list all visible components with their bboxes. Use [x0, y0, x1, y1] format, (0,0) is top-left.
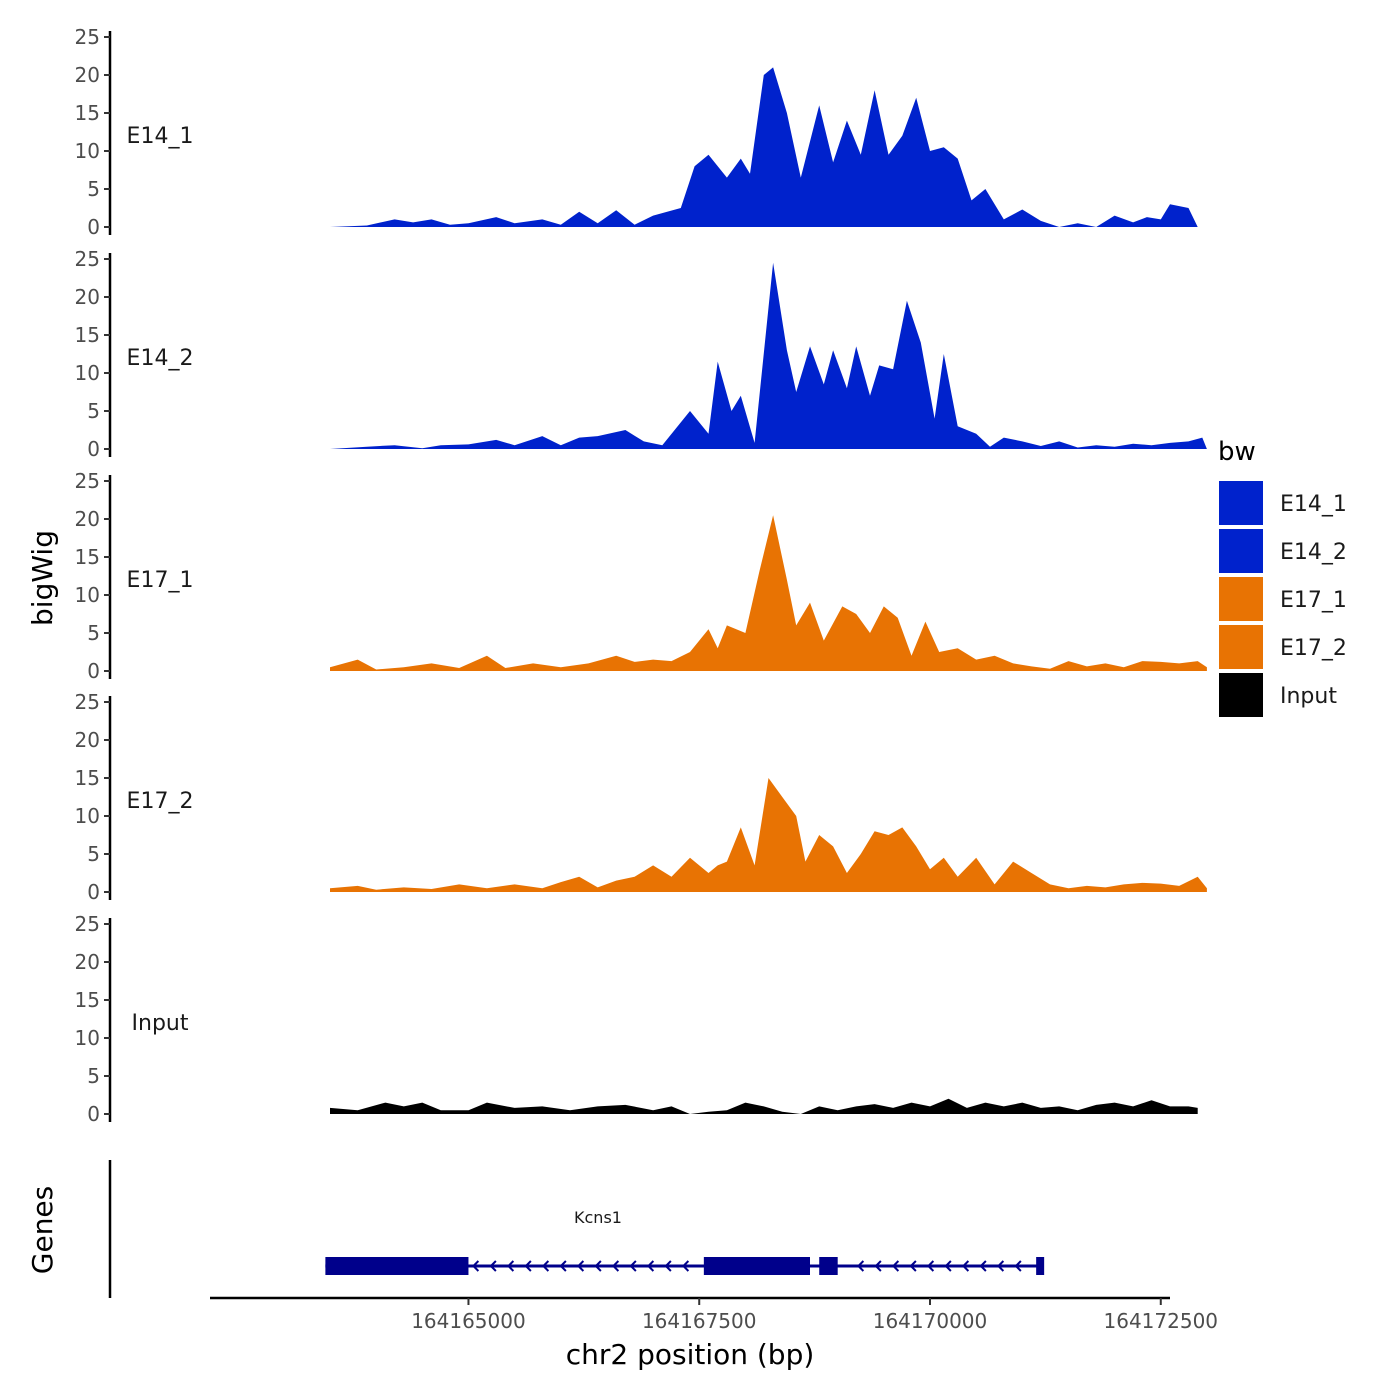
strand-arrow [926, 1260, 935, 1272]
y-tick-label: 0 [87, 437, 100, 461]
track-E14_1: 0 5 10 15 20 25 E14_1 [75, 25, 1198, 239]
y-tick-label: 5 [87, 621, 100, 645]
y-tick-label: 5 [87, 1064, 100, 1088]
x-tick-label: 164170000 [873, 1309, 988, 1333]
track-label: Input [132, 1011, 189, 1036]
gene-exon [325, 1257, 469, 1275]
y-tick-label: 20 [75, 507, 100, 531]
y-tick-label: 0 [87, 215, 100, 239]
track-E17_2: 0 5 10 15 20 25 E17_2 [75, 690, 1207, 904]
legend-swatch-E17_2 [1217, 623, 1265, 671]
y-tick-label: 25 [75, 690, 100, 714]
y-tick-label: 20 [75, 950, 100, 974]
y-tick-label: 20 [75, 285, 100, 309]
strand-arrow [489, 1260, 497, 1272]
strand-arrow [874, 1260, 882, 1272]
strand-arrow [594, 1260, 602, 1272]
track-label: E14_2 [127, 346, 194, 371]
y-tick-label: 15 [75, 101, 100, 125]
y-tick-label: 15 [75, 988, 100, 1012]
signal-area-E17_1 [330, 515, 1207, 671]
track-E14_2: 0 5 10 15 20 25 E14_2 [75, 247, 1207, 461]
legend: bw E14_1 E14_2 E17_1 E17_2 Input [1217, 437, 1347, 719]
signal-area-E14_2 [330, 262, 1207, 449]
y-tick-label: 10 [75, 361, 100, 385]
y-tick-label: 20 [75, 728, 100, 752]
x-tick-label: 164167500 [642, 1309, 757, 1333]
strand-arrow [524, 1260, 532, 1272]
gene-exon [1036, 1257, 1045, 1275]
genes-panel-title: Genes [26, 1186, 59, 1274]
signal-tracks: 0 5 10 15 20 25 E14_1 0 5 10 15 20 25 E14_2 0 5 10 15 20 25… [75, 25, 1207, 1126]
strand-arrow [909, 1260, 917, 1272]
legend-swatch-E14_1 [1217, 479, 1265, 527]
legend-label-E17_1: E17_1 [1280, 588, 1347, 613]
y-axis-title: bigWig [26, 530, 59, 626]
track-label: E17_1 [127, 568, 194, 593]
strand-arrow [646, 1260, 655, 1272]
track-label: E14_1 [127, 124, 194, 149]
y-tick-label: 25 [75, 469, 100, 493]
legend-swatch-Input [1217, 671, 1265, 719]
y-tick-label: 0 [87, 880, 100, 904]
legend-label-E14_2: E14_2 [1280, 540, 1347, 565]
gene-Kcns1: Kcns1 [325, 1208, 1045, 1275]
legend-title: bw [1218, 437, 1256, 467]
strand-arrow [856, 1260, 865, 1272]
gene-exon [703, 1257, 810, 1275]
strand-arrow [629, 1260, 637, 1272]
track-Input: 0 5 10 15 20 25 Input [75, 912, 1198, 1126]
signal-area-Input [330, 1098, 1198, 1114]
strand-arrow [611, 1260, 620, 1272]
y-tick-label: 20 [75, 63, 100, 87]
strand-arrow [506, 1260, 515, 1272]
y-tick-label: 25 [75, 912, 100, 936]
x-axis: 164165000 164167500 164170000 164172500 [210, 1296, 1219, 1333]
strand-arrow [541, 1260, 550, 1272]
strand-arrow [664, 1260, 672, 1272]
strand-arrow [979, 1260, 987, 1272]
strand-arrow [961, 1260, 970, 1272]
strand-arrow [1014, 1260, 1022, 1272]
gene-name-label: Kcns1 [574, 1208, 622, 1227]
signal-area-E17_2 [330, 778, 1207, 892]
strand-arrow [944, 1260, 952, 1272]
y-tick-label: 25 [75, 25, 100, 49]
y-tick-label: 5 [87, 842, 100, 866]
strand-arrow [891, 1260, 900, 1272]
legend-label-Input: Input [1280, 684, 1337, 709]
genes-panel: Kcns1 [108, 1160, 1045, 1298]
strand-arrow [559, 1260, 567, 1272]
x-tick-label: 164172500 [1104, 1309, 1219, 1333]
y-tick-label: 10 [75, 804, 100, 828]
y-tick-label: 10 [75, 583, 100, 607]
strand-arrow [576, 1260, 585, 1272]
legend-swatch-E17_1 [1217, 575, 1265, 623]
strand-arrow [996, 1260, 1005, 1272]
y-tick-label: 10 [75, 1026, 100, 1050]
y-tick-label: 0 [87, 659, 100, 683]
y-tick-label: 15 [75, 323, 100, 347]
legend-label-E17_2: E17_2 [1280, 636, 1347, 661]
y-tick-label: 10 [75, 139, 100, 163]
strand-arrow [681, 1260, 690, 1272]
y-tick-label: 5 [87, 399, 100, 423]
y-tick-label: 25 [75, 247, 100, 271]
signal-area-E14_1 [330, 67, 1198, 228]
track-label: E17_2 [127, 789, 194, 814]
y-tick-label: 15 [75, 766, 100, 790]
y-tick-label: 0 [87, 1102, 100, 1126]
track-E17_1: 0 5 10 15 20 25 E17_1 [75, 469, 1207, 683]
strand-arrow [471, 1260, 480, 1272]
y-tick-label: 15 [75, 545, 100, 569]
x-tick-label: 164165000 [411, 1309, 526, 1333]
y-tick-label: 5 [87, 177, 100, 201]
gene-exon [819, 1257, 838, 1275]
legend-swatch-E14_2 [1217, 527, 1265, 575]
x-axis-title: chr2 position (bp) [566, 1338, 815, 1371]
legend-label-E14_1: E14_1 [1280, 492, 1347, 517]
